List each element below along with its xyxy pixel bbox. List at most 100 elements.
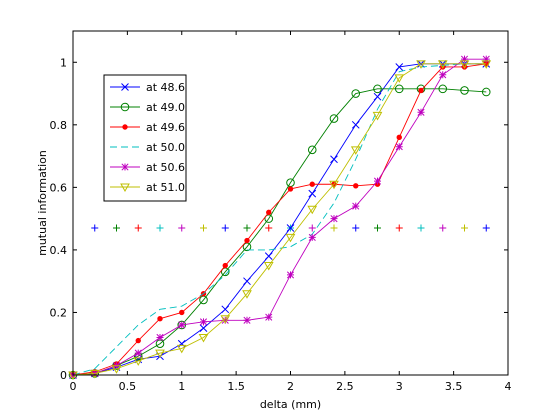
legend-entry: at 48.6 — [110, 81, 185, 94]
series-at-50.0 — [72, 63, 487, 376]
threshold-marker — [243, 224, 251, 232]
threshold-marker — [439, 224, 447, 232]
x-tick-label: 0.5 — [119, 380, 137, 393]
data-point — [198, 333, 209, 343]
legend: at 48.6 at 49.0 at 49.6 at 50.0 at 50.6 at 51… — [103, 74, 187, 202]
legend-marker — [121, 163, 129, 171]
data-point — [351, 120, 360, 129]
data-point — [89, 369, 100, 379]
data-point — [307, 205, 318, 215]
data-point — [156, 333, 164, 342]
legend-marker — [120, 183, 130, 193]
data-point — [459, 60, 470, 69]
data-point — [177, 320, 187, 330]
data-point — [352, 202, 360, 210]
data-point — [396, 134, 402, 141]
y-tick-label: 0 — [60, 369, 67, 382]
data-point — [416, 60, 426, 69]
threshold-marker — [352, 224, 360, 232]
data-point — [286, 271, 295, 279]
x-tick-label: 3 — [396, 380, 403, 393]
data-point — [481, 87, 491, 97]
data-point — [394, 74, 405, 83]
x-axis-label: delta (mm) — [260, 398, 321, 411]
x-tick-label: 4 — [505, 380, 512, 393]
data-point — [308, 233, 316, 241]
threshold-marker — [330, 224, 338, 232]
threshold-marker — [113, 224, 120, 232]
data-point — [439, 71, 447, 79]
legend-entry: at 49.0 — [110, 101, 185, 114]
data-point — [220, 315, 231, 324]
data-point — [264, 252, 273, 261]
threshold-marker — [91, 224, 99, 232]
threshold-marker — [200, 224, 207, 232]
data-point — [309, 181, 315, 187]
data-point — [266, 209, 272, 216]
legend-label: at 49.0 — [146, 101, 185, 114]
x-tick-label: 3.5 — [445, 380, 463, 393]
threshold-marker — [374, 224, 381, 232]
legend-entry: at 51.0 — [110, 181, 185, 194]
series-layer — [68, 55, 492, 381]
data-point — [155, 349, 165, 359]
data-point — [221, 305, 230, 314]
data-point — [307, 145, 317, 155]
data-point — [134, 349, 142, 357]
threshold-marker — [156, 224, 164, 232]
data-point — [308, 189, 317, 198]
data-point — [135, 337, 141, 344]
legend-marker — [120, 102, 130, 112]
legend-entry: at 50.0 — [110, 141, 185, 154]
legend-label: at 51.0 — [146, 181, 185, 194]
data-point — [222, 262, 228, 269]
data-point — [351, 89, 361, 98]
data-point — [179, 309, 185, 316]
data-point — [395, 143, 403, 151]
data-point — [199, 318, 208, 326]
threshold-markers — [91, 224, 490, 232]
data-point — [285, 233, 296, 243]
data-point — [157, 316, 163, 322]
data-point — [394, 84, 404, 94]
data-point — [244, 237, 250, 244]
threshold-marker — [395, 224, 403, 232]
data-point — [373, 84, 382, 94]
legend-label: at 49.6 — [146, 121, 185, 134]
y-tick-label: 0.2 — [50, 306, 68, 319]
legend-entry: at 50.6 — [110, 161, 185, 174]
series-line — [72, 58, 487, 376]
series-line — [72, 63, 487, 376]
data-point — [372, 111, 383, 121]
data-point — [329, 180, 339, 190]
data-point — [221, 316, 229, 324]
threshold-marker — [134, 224, 142, 232]
y-tick-label: 0.8 — [50, 119, 68, 132]
data-point — [373, 92, 382, 101]
data-point — [243, 277, 251, 286]
threshold-marker — [417, 224, 425, 232]
data-point — [438, 84, 448, 94]
data-point — [482, 55, 490, 63]
threshold-marker — [461, 224, 468, 232]
data-point — [373, 177, 382, 185]
threshold-marker — [265, 224, 273, 232]
legend-label: at 50.6 — [146, 161, 185, 174]
threshold-marker — [308, 224, 316, 232]
data-point — [460, 86, 469, 95]
data-point — [176, 344, 187, 354]
data-point — [330, 155, 338, 164]
threshold-marker — [482, 224, 490, 232]
data-point — [481, 60, 492, 69]
legend-label: at 50.0 — [146, 141, 185, 154]
data-point — [199, 324, 208, 332]
data-point — [417, 108, 425, 116]
y-tick-label: 1 — [60, 56, 67, 69]
series-line — [72, 63, 487, 376]
legend-marker — [121, 83, 129, 91]
legend-marker — [122, 124, 128, 130]
y-tick-label: 0.4 — [50, 244, 68, 257]
data-point — [330, 215, 338, 223]
